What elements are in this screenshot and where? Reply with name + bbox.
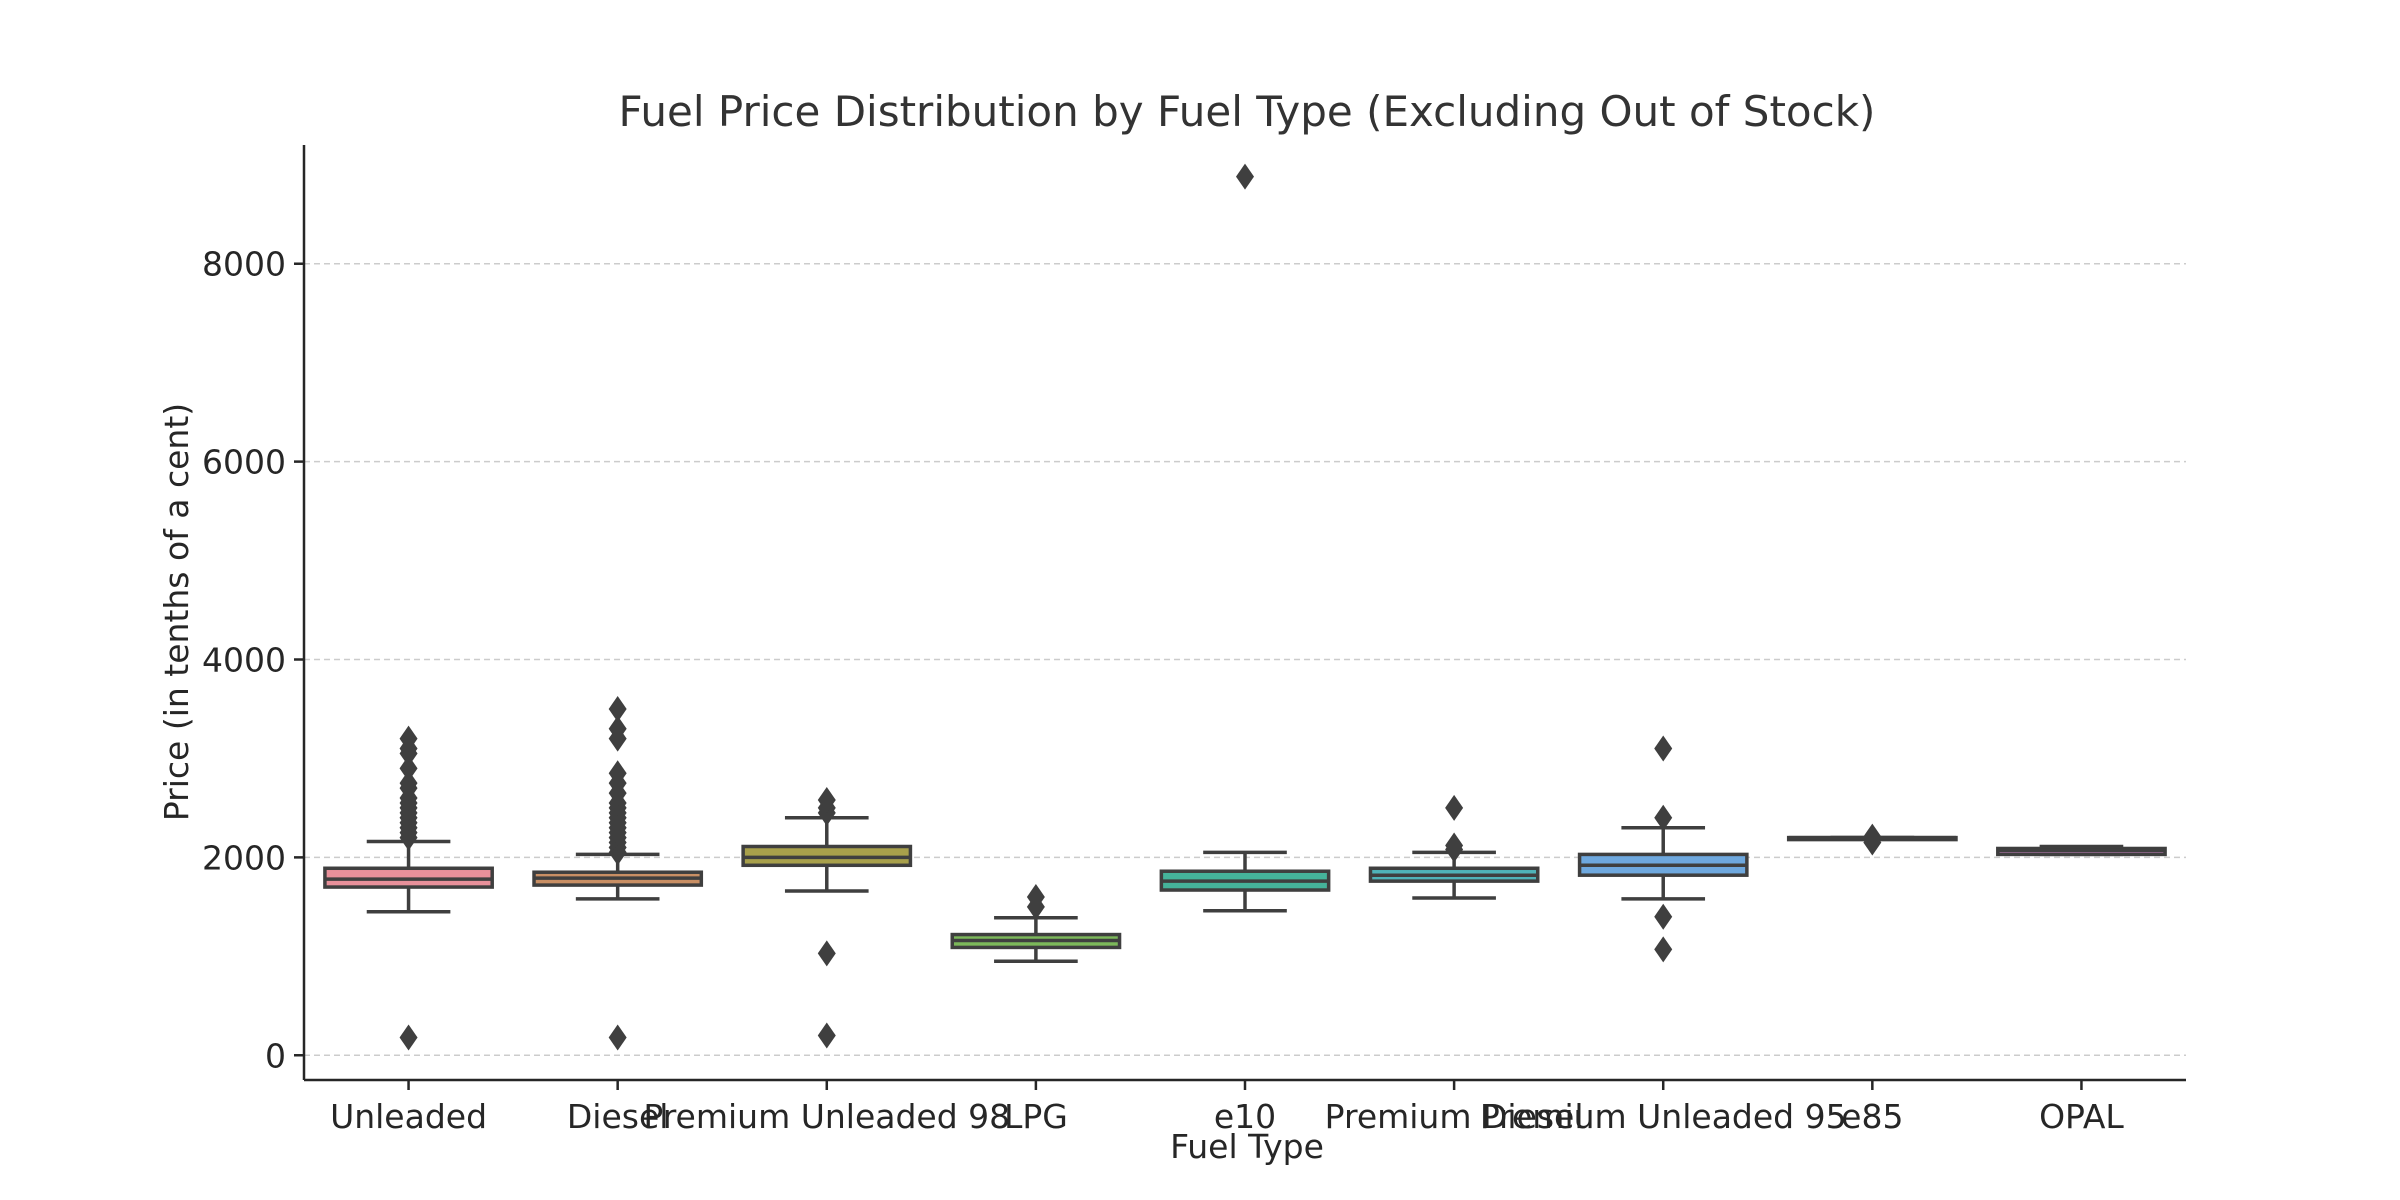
grid-layer <box>304 262 2186 1057</box>
outlier-point <box>1654 804 1673 831</box>
y-tick-label: 8000 <box>202 245 286 284</box>
outlier-point <box>608 715 627 742</box>
outlier-point <box>1654 735 1673 762</box>
x-tick-label: Premium Unleaded 98 <box>643 1097 1010 1136</box>
outlier-point <box>399 1024 418 1051</box>
outlier-point <box>608 760 627 787</box>
outlier-point <box>1654 903 1673 930</box>
outlier-point <box>1236 163 1254 190</box>
box-group <box>1786 823 1958 856</box>
box-group <box>741 786 913 1049</box>
x-axis-label: Fuel Type <box>1170 1127 1324 1166</box>
outlier-point <box>1654 936 1673 963</box>
outlier-point <box>1445 794 1464 821</box>
x-tick-label: LPG <box>1004 1097 1068 1136</box>
x-tick-label: e85 <box>1841 1097 1903 1136</box>
chart-title: Fuel Price Distribution by Fuel Type (Ex… <box>619 87 1876 136</box>
x-tick-label: e10 <box>1214 1097 1276 1136</box>
box-group <box>323 725 494 1051</box>
x-tick-label: OPAL <box>2039 1097 2124 1136</box>
outlier-point <box>399 725 418 752</box>
outlier-point <box>1445 832 1464 859</box>
box-group <box>1159 163 1331 913</box>
outlier-point <box>1026 883 1045 910</box>
box-group <box>1368 794 1540 900</box>
box-group <box>1996 844 2167 857</box>
x-tick-label: Unleaded <box>330 1097 487 1136</box>
x-tick-label: Premium Unleaded 95 <box>1480 1097 1847 1136</box>
outlier-point <box>608 1024 627 1051</box>
outlier-point <box>608 695 627 722</box>
y-tick-label: 0 <box>265 1036 286 1075</box>
outlier-point <box>817 940 836 967</box>
box-group <box>1577 735 1749 963</box>
y-tick-label: 4000 <box>202 640 286 679</box>
box-group <box>950 883 1122 964</box>
outlier-point <box>399 755 418 782</box>
box-group <box>532 695 704 1051</box>
y-axis-label: Price (in tenths of a cent) <box>157 403 196 821</box>
outlier-point <box>817 1022 836 1049</box>
box-layer <box>323 163 2167 1051</box>
outlier-point <box>1863 823 1882 850</box>
outlier-point <box>399 770 418 797</box>
x-tick-label: Premium Diesel <box>1325 1097 1584 1136</box>
y-tick-label: 6000 <box>202 443 286 482</box>
y-tick-label: 2000 <box>202 838 286 877</box>
x-tick-label: Diesel <box>567 1097 669 1136</box>
outlier-point <box>817 786 836 813</box>
